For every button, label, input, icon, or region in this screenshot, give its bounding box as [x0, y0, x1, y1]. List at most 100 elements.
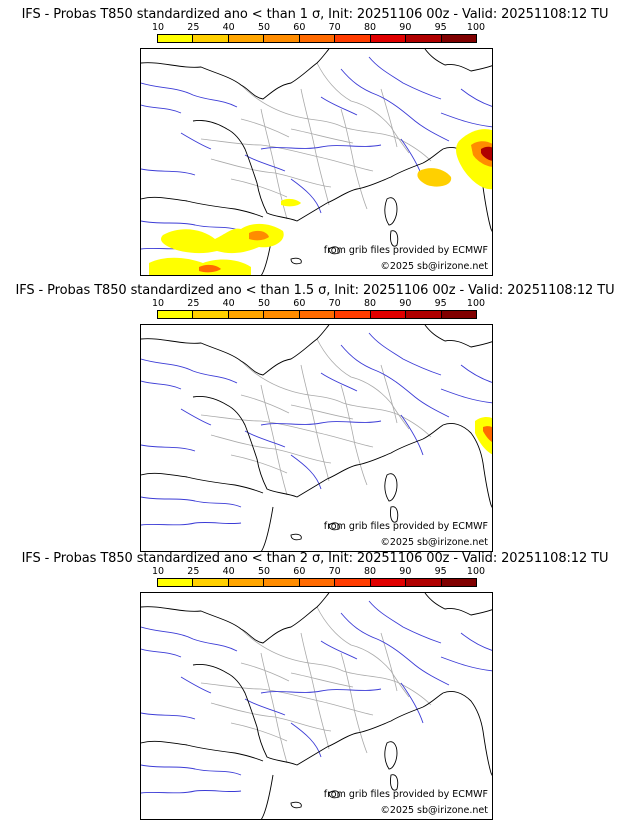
colorbar-tick-label: 25 [187, 22, 200, 33]
admin-border [240, 84, 432, 162]
colorbar-swatch [370, 35, 407, 42]
river [141, 626, 238, 652]
panel-2: IFS - Probas T850 standardized ano < tha… [0, 276, 630, 552]
colorbar-swatch [264, 35, 300, 42]
colorbar-swatch [441, 35, 476, 42]
colorbar-swatch [228, 35, 265, 42]
river [141, 648, 182, 658]
admin-border [230, 722, 288, 742]
colorbar-swatch [406, 311, 442, 318]
map-svg [141, 593, 492, 819]
river [368, 56, 442, 100]
colorbar-swatch [193, 579, 229, 586]
colorbar-tick-label: 100 [466, 22, 486, 33]
river [180, 408, 212, 426]
colorbar-tick-label: 50 [257, 566, 271, 577]
prob-area-iberia-south [149, 257, 251, 275]
coastline [141, 325, 330, 376]
coastline [328, 522, 340, 531]
river [290, 178, 322, 214]
admin-border [200, 682, 374, 716]
river [368, 600, 442, 644]
river [141, 712, 196, 720]
coastline [290, 801, 302, 809]
colorbar-tick-label: 100 [466, 566, 486, 577]
coastline [384, 741, 398, 770]
admin-border [340, 384, 368, 486]
admin-border [316, 606, 410, 698]
coastline [424, 325, 492, 348]
admin-border [210, 434, 332, 464]
colorbar-swatch [193, 311, 229, 318]
river [244, 698, 286, 716]
river [141, 220, 242, 232]
colorbar-tick-label: 60 [293, 298, 306, 309]
colorbar-swatch [335, 579, 371, 586]
colorbar-swatch [228, 311, 265, 318]
admin-border [200, 138, 374, 172]
probability-areas [149, 129, 492, 275]
colorbar-tick-label: 95 [434, 22, 447, 33]
panel-title: IFS - Probas T850 standardized ano < tha… [15, 283, 615, 298]
coastline [290, 257, 302, 265]
coastline [384, 197, 398, 226]
admin-border [290, 404, 354, 420]
map-svg [141, 49, 492, 275]
river [180, 676, 212, 694]
colorbar-swatch [264, 311, 300, 318]
colorbar-tick-label: 80 [363, 22, 377, 33]
coastline [390, 506, 399, 523]
river [400, 682, 424, 724]
credit-source: from grib files provided by ECMWF [323, 245, 488, 256]
colorbar-swatch [335, 35, 371, 42]
credit-copyright: ©2025 sb@irizone.net [380, 805, 488, 816]
base-map [141, 49, 492, 275]
admin-border [340, 108, 368, 210]
colorbar-swatch [193, 35, 229, 42]
colorbar-swatch [264, 579, 300, 586]
river [320, 640, 358, 660]
river [141, 521, 242, 526]
colorbar-tick-label: 10 [151, 566, 165, 577]
coastline [141, 196, 264, 218]
river [460, 364, 492, 383]
admin-border [300, 88, 330, 206]
coastline [328, 246, 340, 255]
prob-area-iberia-north [161, 223, 284, 254]
prob-area-iberia-south-core [199, 264, 221, 273]
admin-border [210, 158, 332, 188]
colorbar-swatch [370, 311, 407, 318]
admin-border [210, 702, 332, 732]
colorbar-swatch [406, 35, 442, 42]
panel-title: IFS - Probas T850 standardized ano < tha… [21, 551, 609, 566]
coastline [424, 49, 492, 72]
colorbar-tick-label: 80 [363, 298, 377, 309]
admin-border [316, 338, 410, 430]
river [260, 420, 382, 426]
colorbar-tick-label: 40 [222, 22, 235, 33]
river [141, 789, 242, 794]
coastline [260, 506, 274, 551]
credit-source: from grib files provided by ECMWF [323, 521, 488, 532]
colorbar-swatch [158, 35, 194, 42]
colorbar-tick-label: 95 [434, 298, 447, 309]
colorbar: 10 25 40 50 60 70 80 90 95 100 [152, 566, 485, 588]
river [460, 632, 492, 651]
coastline [424, 593, 492, 616]
admin-border [290, 672, 354, 688]
coastline [442, 690, 492, 777]
river [340, 612, 450, 686]
base-map [141, 593, 492, 819]
river [340, 344, 450, 418]
admin-border [200, 414, 374, 448]
river [440, 112, 492, 128]
coastline [290, 533, 302, 541]
river [400, 414, 424, 456]
colorbar-tick-label: 60 [293, 566, 306, 577]
colorbar-tick-label: 50 [257, 298, 271, 309]
coastline [260, 774, 274, 819]
river [141, 104, 182, 114]
base-map [141, 325, 492, 551]
coastline [192, 664, 444, 766]
river [440, 656, 492, 672]
